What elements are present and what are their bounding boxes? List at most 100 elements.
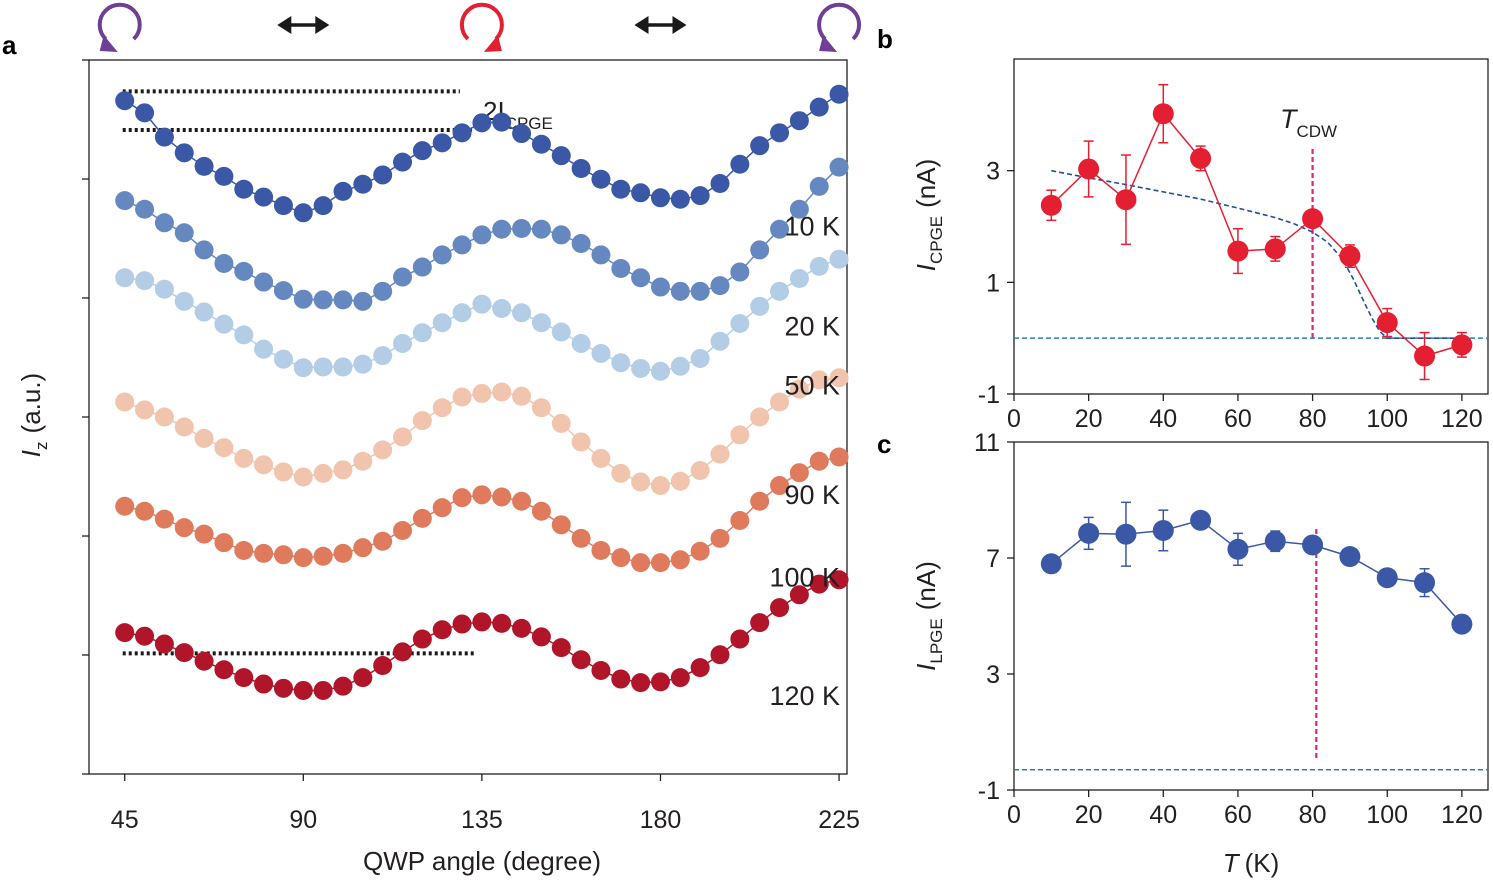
data-point-85 (273, 462, 293, 482)
data-point-90 (293, 548, 313, 568)
data-point-40 (1152, 103, 1174, 125)
data-point-105 (353, 668, 373, 688)
x-tick-label-120: 120 (1441, 801, 1483, 829)
data-point-150 (531, 501, 551, 521)
panel-b-series (1040, 83, 1473, 381)
data-point-45 (115, 268, 135, 288)
panel-b-y-title-sub: CPGE (927, 216, 946, 264)
data-point-175 (631, 472, 651, 492)
data-point-85 (273, 281, 293, 301)
data-point-220 (809, 451, 829, 471)
data-point-180 (650, 361, 670, 381)
x-tick-label-40: 40 (1149, 405, 1177, 433)
linear-arrow-left-icon (277, 16, 292, 34)
data-point-90 (293, 203, 313, 223)
data-point-80 (1302, 208, 1324, 230)
x-tick-label-100: 100 (1366, 801, 1408, 829)
data-point-80 (254, 455, 274, 475)
data-point-130 (452, 614, 472, 634)
data-point-135 (472, 383, 492, 403)
data-point-80 (254, 187, 274, 207)
data-point-215 (789, 379, 809, 399)
data-point-140 (492, 382, 512, 402)
data-point-205 (750, 491, 770, 511)
data-point-210 (770, 598, 790, 618)
panel-c-y-axis-title: ILPGE (nA) (911, 561, 946, 671)
data-point-225 (829, 447, 849, 467)
data-point-135 (472, 225, 492, 245)
data-point-105 (353, 354, 373, 374)
data-point-190 (690, 658, 710, 678)
panel-b-ticks: 0 20 40 60 80 100 120 -1 1 3 (978, 158, 1483, 433)
data-point-100 (333, 357, 353, 377)
data-point-10 (1040, 553, 1062, 575)
data-point-80 (254, 272, 274, 292)
data-point-195 (710, 331, 730, 351)
tcdw-label-main: T (1280, 104, 1299, 134)
data-point-90 (1339, 245, 1361, 267)
x-tick-label-80: 80 (1299, 405, 1327, 433)
data-point-85 (273, 545, 293, 565)
data-point-220 (809, 370, 829, 390)
data-point-150 (531, 313, 551, 333)
panel-a-temperature-labels: 10 K 20 K 50 K 90 K 100 K 120 K (769, 212, 840, 711)
data-point-140 (492, 613, 512, 633)
panel-label-c: c (877, 429, 891, 459)
data-point-200 (730, 262, 750, 282)
data-point-75 (234, 325, 254, 345)
data-point-50 (135, 626, 155, 646)
data-point-80 (1302, 534, 1324, 556)
data-point-50 (135, 400, 155, 420)
data-point-120 (1451, 613, 1473, 635)
circular-right-polarization-icon (459, 2, 504, 41)
panel-a-y-title-sub: z (32, 441, 51, 450)
circular-left-polarization-icon (817, 2, 862, 41)
data-point-185 (670, 189, 690, 209)
data-point-100 (1376, 312, 1398, 334)
data-point-95 (313, 290, 333, 310)
data-point-130 (452, 387, 472, 407)
x-tick-label-45: 45 (111, 806, 139, 834)
data-point-45 (115, 496, 135, 516)
y-tick-label-7: 7 (986, 545, 1000, 573)
panel-a-y-axis-title: Iz (a.u.) (16, 373, 51, 457)
panel-a-y-title-unit: (a.u.) (16, 373, 46, 434)
panel-c-x-axis-title: T (K) (1223, 848, 1280, 878)
x-tick-label-135: 135 (461, 806, 503, 834)
data-point-85 (273, 678, 293, 698)
data-point-50 (1190, 147, 1212, 169)
data-point-55 (154, 127, 174, 147)
data-point-165 (591, 541, 611, 561)
data-point-80 (254, 543, 274, 563)
data-point-110 (373, 165, 393, 185)
fit-curve (1051, 169, 1462, 340)
data-point-120 (412, 411, 432, 431)
data-point-50 (135, 271, 155, 291)
data-point-160 (571, 650, 591, 670)
data-point-110 (373, 346, 393, 366)
data-point-90 (293, 358, 313, 378)
data-point-125 (432, 133, 452, 153)
data-point-100 (333, 181, 353, 201)
y-tick-label-11: 11 (974, 429, 1000, 457)
data-point-155 (551, 413, 571, 433)
data-point-215 (789, 268, 809, 288)
panel-b-icpge-vs-t: 0 20 40 60 80 100 120 -1 1 3 TCDW ICPGE (nA) (911, 58, 1489, 433)
data-point-170 (611, 669, 631, 689)
linear-arrow-right-icon (315, 16, 330, 34)
panel-c-reference-lines (1014, 529, 1488, 771)
data-point-110 (373, 655, 393, 675)
data-point-170 (611, 353, 631, 373)
data-point-175 (631, 553, 651, 573)
data-point-70 (214, 438, 234, 458)
data-point-75 (234, 448, 254, 468)
data-point-130 (452, 488, 472, 508)
data-point-205 (750, 407, 770, 427)
data-point-150 (531, 627, 551, 647)
data-point-170 (611, 463, 631, 483)
panel-b-y-axis-title: ICPGE (nA) (911, 159, 946, 272)
data-point-50 (1190, 509, 1212, 531)
temperature-label-0: 10 K (784, 212, 840, 242)
data-point-190 (690, 186, 710, 206)
data-point-220 (809, 574, 829, 594)
